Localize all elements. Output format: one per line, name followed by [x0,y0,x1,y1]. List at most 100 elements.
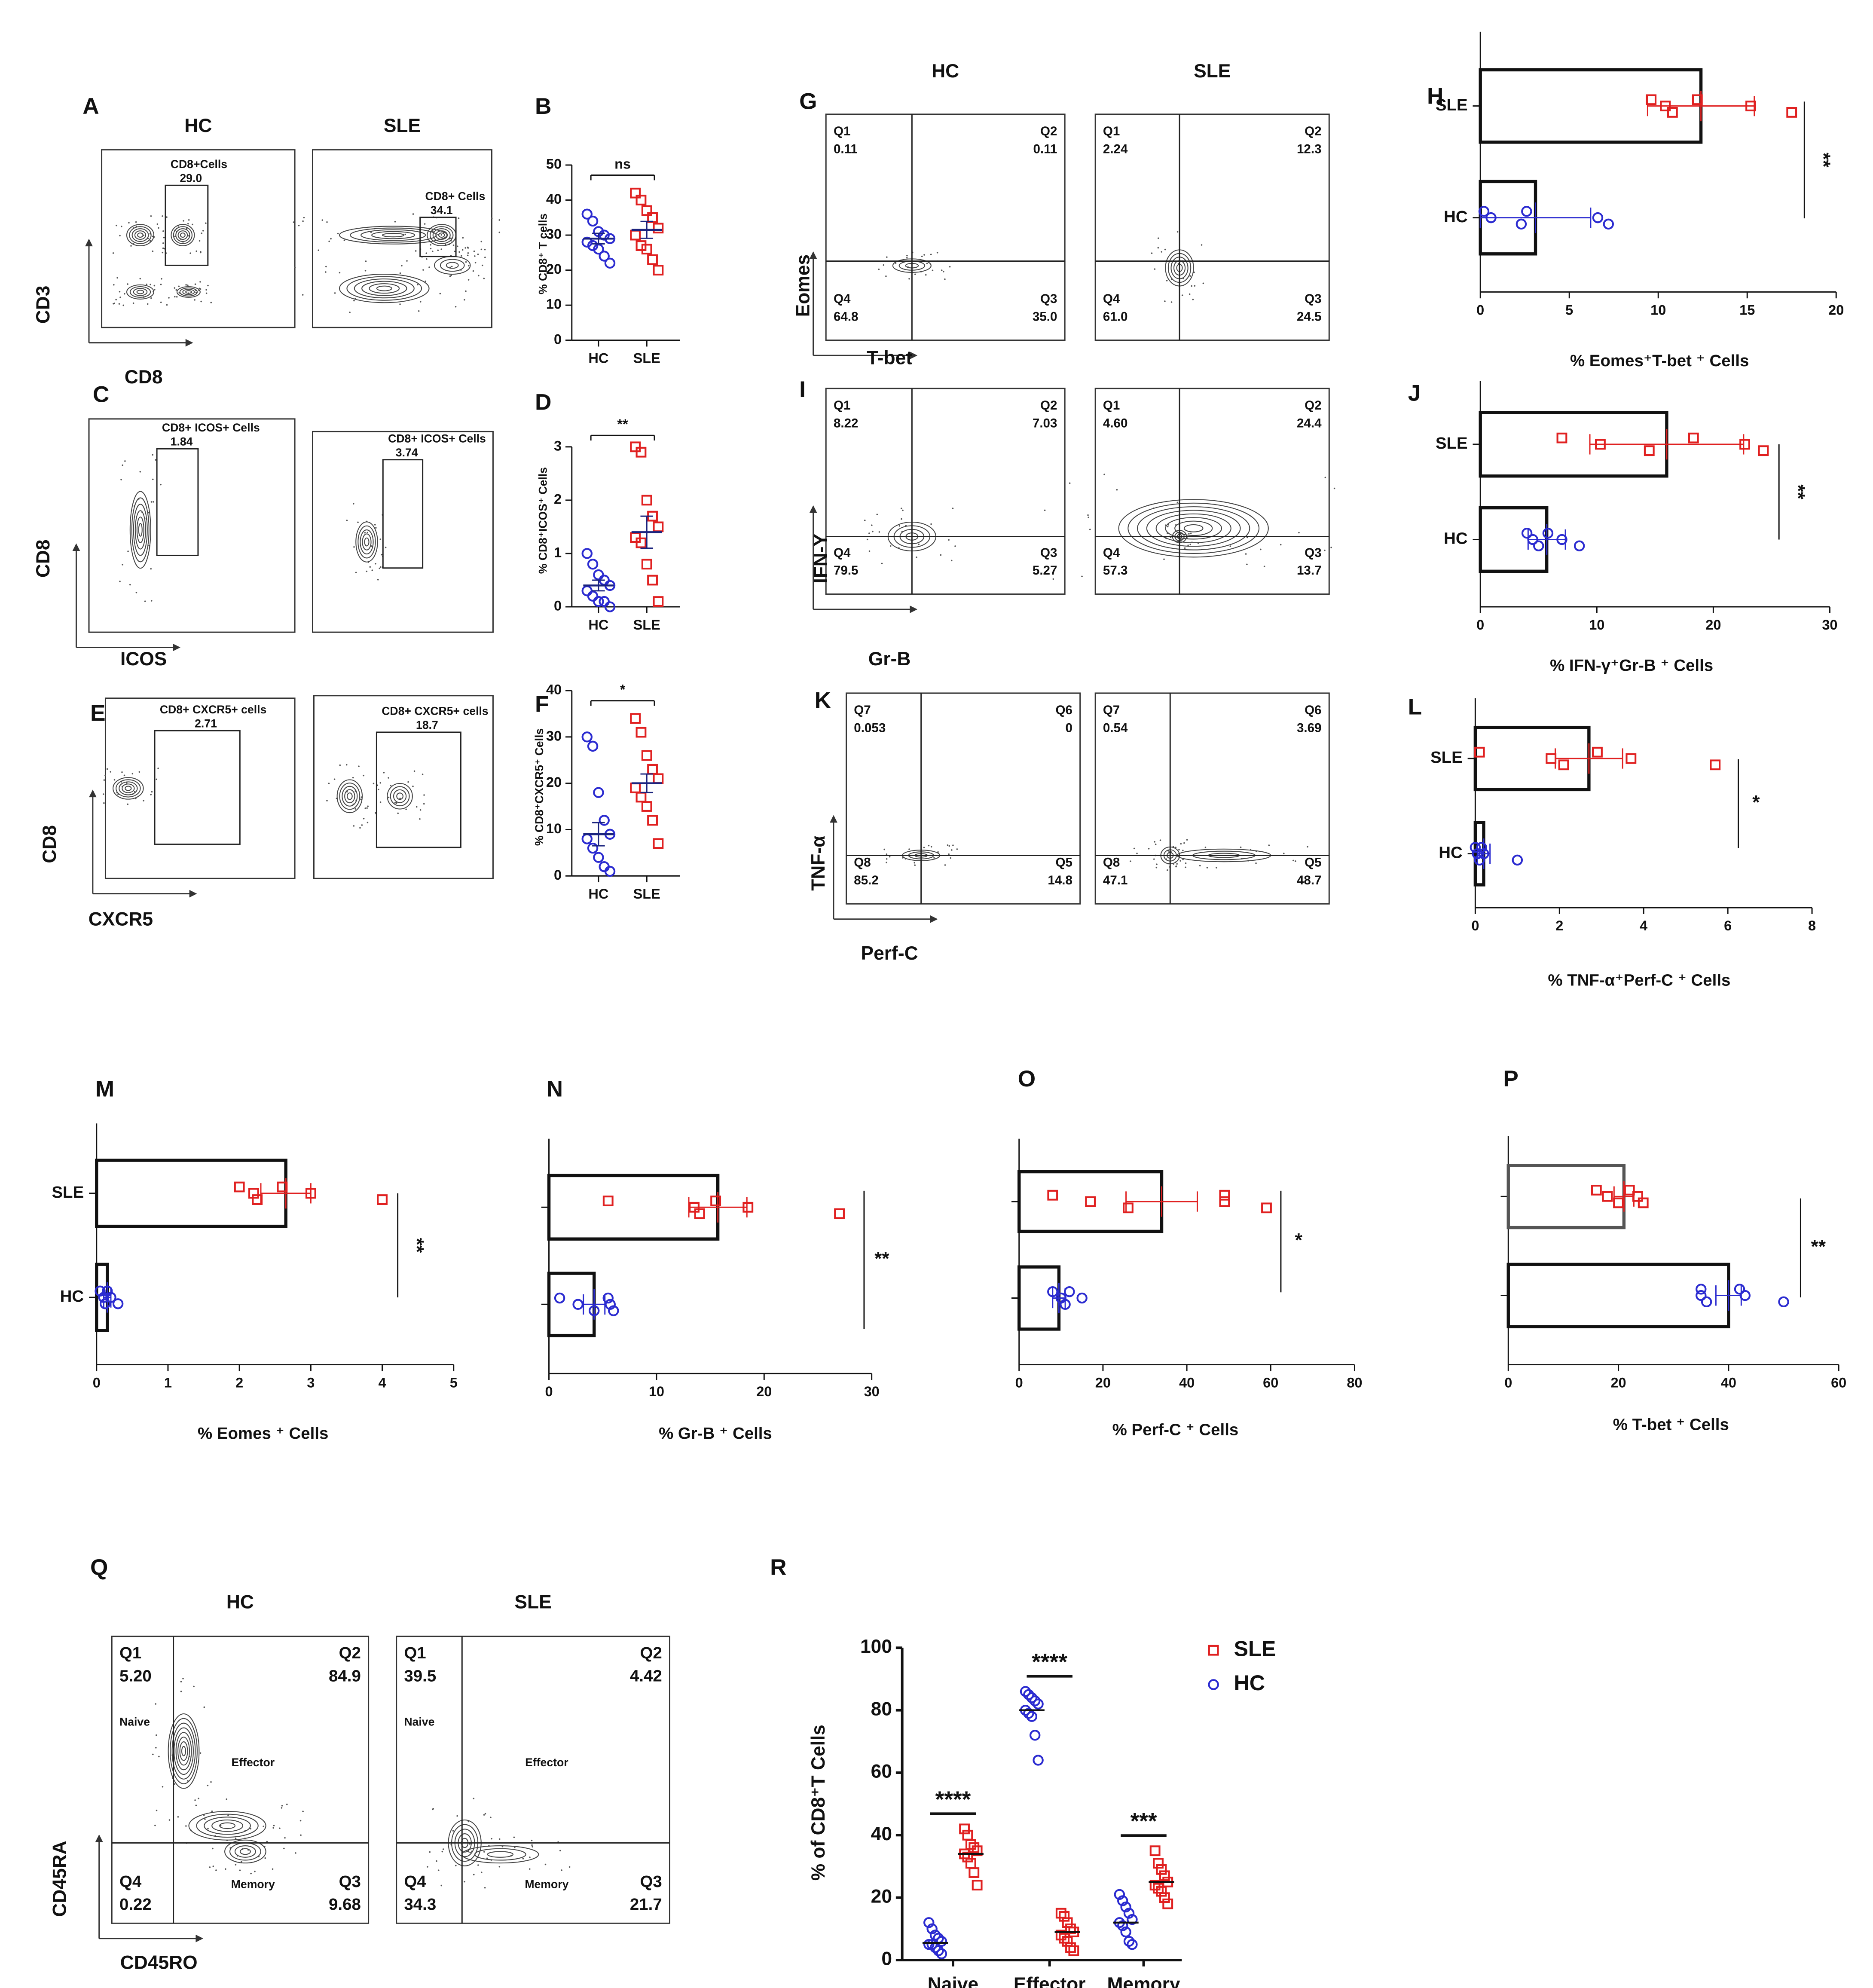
event [130,245,132,247]
significance: * [1295,1230,1303,1251]
point [1521,527,1533,539]
event [115,299,117,301]
event [154,289,156,291]
event [450,275,452,276]
event [121,771,123,773]
event [458,251,460,253]
contour [432,228,451,242]
event [156,1809,158,1811]
event [407,781,409,783]
point [641,244,652,255]
point [1603,218,1614,230]
event [328,783,330,784]
point [581,585,593,596]
event [124,293,125,295]
quadrant-value: 0.22 [119,1895,152,1914]
event [451,266,453,268]
event [441,1850,443,1853]
y-tick-label: 10 [546,821,562,836]
point [653,773,664,784]
contour [179,287,198,297]
point [1149,1845,1161,1856]
event [112,252,114,254]
event [302,294,304,296]
plot-frame [1094,692,1330,905]
gate-name: CD8+ CXCR5+ cells [382,705,488,718]
event [467,265,470,267]
event [207,1784,209,1786]
contour [382,232,405,238]
x-tick-label: 3 [307,1375,315,1390]
event [188,219,190,221]
event [210,302,212,303]
point [923,1917,935,1928]
event [544,1863,547,1866]
event [914,864,916,866]
contour [119,781,138,795]
event [513,1836,515,1838]
event [1185,862,1187,864]
event [464,1881,465,1883]
event [346,520,348,521]
legend-label: SLE [1234,1637,1276,1661]
point [653,596,664,607]
event [1176,231,1179,233]
point [965,1839,976,1850]
point [1696,1284,1707,1295]
event [1183,541,1185,544]
point [604,601,616,612]
panel-letter: H [1427,84,1443,109]
event [266,1841,268,1843]
event [102,793,104,795]
point [1062,1936,1073,1947]
event [431,251,434,252]
x-tick-label: 0 [93,1375,101,1390]
event [1167,524,1169,526]
point [1667,107,1678,118]
event [138,771,141,773]
event [467,246,469,248]
contour [361,281,407,296]
point [1692,94,1703,105]
quadrant-value: 7.03 [1033,416,1057,430]
y-axis-label: % of CD8⁺T Cells [808,1725,829,1881]
event [302,1811,304,1812]
contour [396,792,403,800]
event [367,805,369,807]
significance: *** [1130,1809,1157,1834]
point [593,787,604,798]
arrow-head [89,789,97,798]
event [127,803,129,805]
point [962,1829,973,1841]
event [455,306,457,308]
y-tick-label: 20 [546,774,562,790]
event [1163,558,1165,560]
event [426,258,428,260]
event [930,254,932,255]
point [653,521,664,532]
y-tick-label: 30 [546,728,562,743]
event [947,844,949,846]
contour [136,517,144,543]
event [1183,842,1185,844]
gate-value: 18.7 [416,719,438,731]
event [1229,545,1231,547]
quadrant-name: Q5 [1305,856,1321,870]
y-tick-label: HC [1444,208,1468,226]
point [641,205,652,216]
event [139,471,141,473]
event [1189,275,1191,277]
event [902,509,904,511]
event [473,1798,475,1799]
event [876,514,878,515]
contour [440,259,465,272]
point [972,1880,983,1891]
contour [360,529,374,555]
gate [382,459,424,569]
point [710,1196,721,1206]
event [1089,529,1091,530]
event [886,853,888,855]
event [952,844,954,846]
event [160,483,162,486]
bar [1506,1164,1626,1230]
